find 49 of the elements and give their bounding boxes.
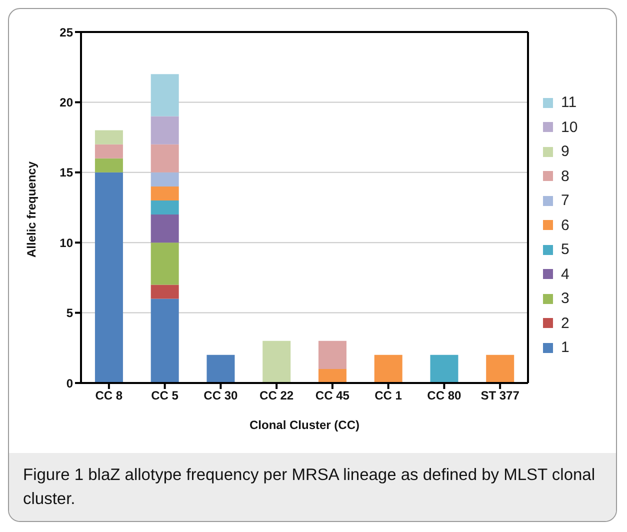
- bar: [430, 354, 458, 383]
- bar: [262, 340, 291, 383]
- x-tick-label: CC 22: [260, 388, 294, 403]
- bar: [150, 214, 179, 243]
- legend-label: 3: [561, 290, 570, 307]
- bar: [94, 172, 123, 383]
- bar: [150, 200, 179, 215]
- bar: [150, 144, 179, 172]
- bar: [94, 130, 123, 144]
- legend-label: 7: [561, 192, 570, 209]
- bar: [94, 144, 123, 158]
- bar: [150, 284, 179, 299]
- bar: [206, 354, 235, 383]
- bar: [318, 368, 346, 383]
- legend-label: 10: [561, 118, 578, 136]
- bar: [150, 172, 179, 186]
- y-tick-label: 15: [60, 166, 74, 180]
- legend-label: 5: [561, 241, 570, 258]
- y-tick-label: 10: [60, 236, 74, 250]
- legend-label: 1: [561, 339, 570, 356]
- bar: [150, 186, 179, 200]
- bar: [374, 354, 402, 383]
- caption: Figure 1 blaZ allotype frequency per MRSA lineage as defined by MLST clonal cluster.: [9, 453, 616, 521]
- x-axis-title: Clonal Cluster (CC): [249, 418, 360, 432]
- bar: [486, 354, 514, 383]
- y-tick-label: 0: [66, 376, 74, 390]
- legend-label: 11: [561, 94, 577, 111]
- legend-label: 4: [561, 266, 570, 282]
- y-tick-label: 5: [66, 306, 74, 320]
- x-tick-label: ST 377: [480, 388, 520, 403]
- legend-label: 8: [561, 168, 570, 184]
- y-tick-label: 20: [60, 95, 74, 110]
- y-tick-label: 25: [60, 25, 74, 40]
- bar: [150, 298, 179, 383]
- legend-label: 2: [561, 314, 570, 332]
- bar: [318, 340, 346, 369]
- bar: [150, 74, 179, 116]
- legend-label: 6: [561, 216, 570, 234]
- y-axis-title: Allelic frequency: [24, 161, 38, 258]
- x-tick-label: CC 8: [95, 388, 123, 403]
- legend-label: 9: [561, 143, 570, 160]
- x-tick-label: CC 80: [427, 388, 462, 403]
- bar: [150, 116, 179, 144]
- bar: [150, 242, 179, 285]
- x-tick-label: CC 1: [374, 388, 402, 403]
- x-tick-label: CC 5: [151, 388, 179, 403]
- x-tick-label: CC 45: [315, 388, 350, 403]
- bar: [94, 158, 123, 172]
- x-tick-label: CC 30: [204, 388, 238, 403]
